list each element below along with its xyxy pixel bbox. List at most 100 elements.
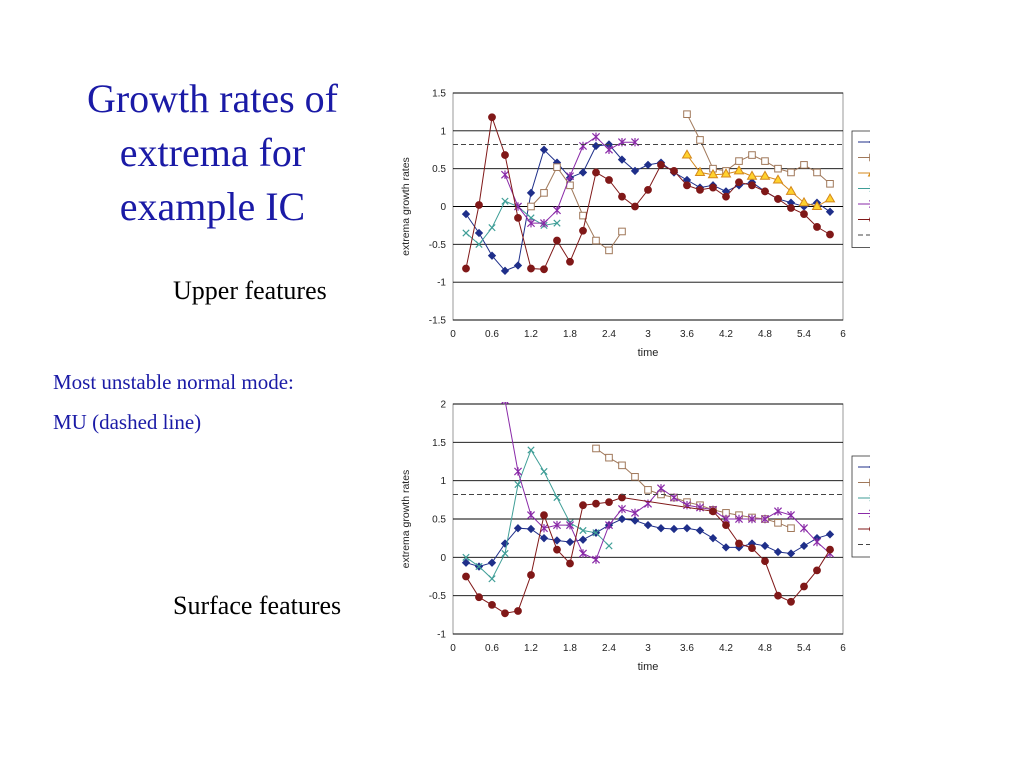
point-shs [604,520,614,530]
x-tick-label: 2.4 [602,329,616,340]
point-ul1 [513,261,523,270]
y-tick-label: 0 [440,202,446,213]
legend: UL1ULNEUHAUHNUHEUHSMU [851,130,870,248]
x-tick-label: 0.6 [485,329,499,340]
point-she [553,545,561,554]
point-she [813,566,821,575]
point-ulne [813,168,821,177]
point-shw [488,575,496,583]
point-sl1 [708,534,718,543]
point-shs [812,537,822,547]
point-sl1 [695,526,705,535]
point-she [709,507,717,516]
legend: SL1SLSWSHWSHSSHEMU [851,455,870,558]
y-tick-label: -1.5 [429,316,447,327]
point-uha [798,196,810,207]
point-shs [565,520,575,530]
y-tick-label: 1 [440,476,446,487]
point-sl1 [526,524,536,534]
point-uhs [501,151,509,159]
point-uha [707,168,719,179]
point-uhe [604,145,614,154]
point-shs [630,508,640,518]
point-uhs [579,226,587,235]
point-sl1 [578,535,588,544]
point-she [501,609,509,618]
point-ulne [540,189,548,197]
point-she [540,511,548,520]
y-axis-label: extrema growth rates [400,470,412,569]
point-sl1 [565,537,575,547]
point-uhs [735,178,743,187]
point-she [774,591,782,600]
point-uhn [553,219,561,227]
point-uhs [657,160,665,169]
point-ul1 [500,266,510,275]
point-sl1 [669,524,679,534]
y-tick-label: 0.5 [432,164,446,175]
point-she [527,571,535,579]
point-uhs [514,213,522,222]
point-uhe [539,218,549,228]
y-tick-label: 1.5 [432,89,446,100]
point-ul1 [617,155,627,164]
point-she [475,593,483,602]
point-uhs [566,257,574,266]
point-ulne [579,211,587,220]
point-ul1 [461,209,471,219]
point-sl1 [656,524,666,533]
point-shs [760,514,770,524]
point-shw [475,562,483,571]
point-uhs [462,264,470,273]
point-shs [656,484,666,493]
point-ulne [696,136,704,144]
point-ul1 [578,168,588,177]
series-group [453,402,843,618]
note-line-1: Most unstable normal mode: [53,370,294,394]
point-uha [811,200,823,210]
y-tick-label: 2 [440,400,446,411]
point-uhs [709,183,717,192]
y-tick-label: -0.5 [429,591,447,602]
point-sl1 [786,549,796,558]
y-tick-label: -1 [437,630,446,641]
slide-title: Growth rates of extrema for example IC [40,72,385,234]
point-ul1 [643,160,653,170]
point-uhn [501,197,509,205]
point-slsw [644,486,652,494]
point-she [488,600,496,609]
y-tick-label: -0.5 [429,240,447,251]
point-shw [592,529,600,537]
point-shs [578,549,588,558]
series-line-shs [504,402,831,561]
x-tick-label: 5.4 [797,643,811,654]
legend-box [851,455,870,558]
point-she [826,545,834,554]
x-axis-label: time [638,661,659,673]
surface-features-chart: -1 -0.5 0 0.5 1 1.5 2 0 0.6 1.2 1.8 2.4 3 3.6 4.2 4.8 5.… [400,400,870,673]
point-sl1 [643,520,653,530]
point-uhe [552,206,562,215]
point-uha [681,149,693,159]
point-shs [734,514,744,524]
slide-title-line-2: extrema for [119,130,306,175]
point-ulne [787,168,795,177]
point-ulne [618,227,626,236]
point-uhs [748,181,756,190]
point-ulne [605,246,613,255]
point-sl1 [617,514,627,524]
point-shw [605,542,613,550]
point-she [787,597,795,606]
x-tick-label: 3 [645,643,651,654]
point-uhs [683,181,691,190]
x-tick-label: 6 [840,329,846,340]
point-shs [513,467,523,476]
upper-features-label: Upper features [173,276,327,305]
point-sl1 [773,547,783,557]
point-she [722,521,730,530]
point-uhs [553,236,561,245]
point-uhs [813,223,821,231]
point-shs [786,510,796,520]
point-ulne [553,163,561,171]
point-uhe [565,172,575,181]
